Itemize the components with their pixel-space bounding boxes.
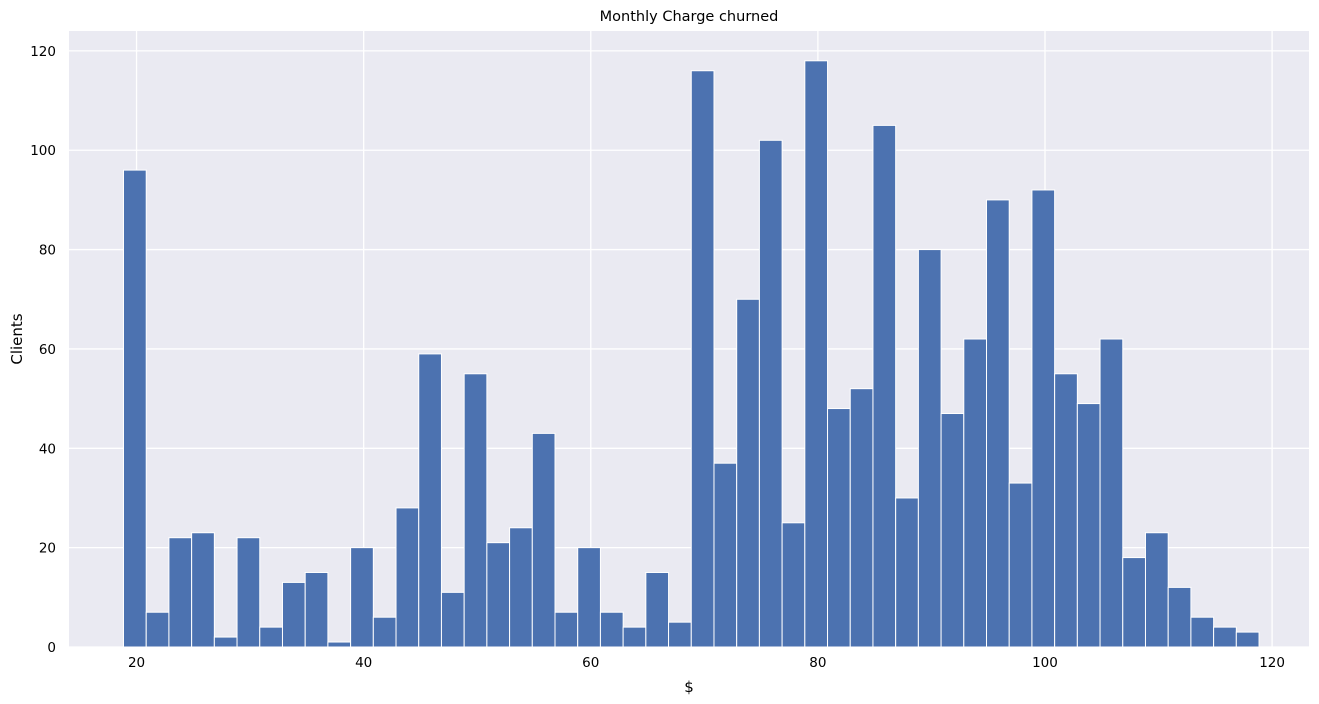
histogram-bar: [1144, 532, 1169, 648]
bars: [123, 60, 1260, 648]
x-tick-label: 40: [355, 655, 372, 671]
y-tick-label: 0: [47, 640, 56, 656]
histogram-bar: [1235, 631, 1260, 648]
histogram-bar: [736, 298, 760, 648]
y-tick-label: 80: [39, 243, 56, 259]
histogram-bar: [123, 169, 147, 648]
histogram-bar: [599, 611, 624, 648]
histogram-bar: [895, 497, 919, 648]
histogram-bar: [327, 641, 352, 648]
histogram-bar: [1099, 338, 1124, 648]
histogram-bar: [940, 413, 965, 648]
histogram-bar: [1054, 373, 1078, 648]
histogram-bar: [440, 591, 465, 648]
histogram-bar: [509, 527, 533, 648]
y-axis-label: Clients: [8, 313, 26, 364]
x-tick-label: 80: [809, 655, 826, 671]
y-tick-label: 120: [30, 44, 56, 60]
histogram-bar: [827, 408, 851, 648]
histogram-bar: [168, 537, 193, 648]
histogram-bar: [259, 626, 283, 648]
histogram-bar: [554, 611, 579, 648]
histogram-bar: [917, 249, 942, 648]
histogram-bar: [531, 432, 556, 648]
histogram-bar: [849, 388, 874, 648]
histogram-bar: [213, 636, 238, 648]
histogram-bar: [304, 571, 329, 648]
y-tick-label: 100: [30, 143, 56, 159]
histogram-bar: [418, 353, 442, 648]
histogram-bar: [372, 616, 397, 648]
x-tick-label: 60: [582, 655, 599, 671]
x-tick-label: 120: [1259, 655, 1285, 671]
histogram-bar: [395, 507, 420, 648]
histogram-bar: [236, 537, 261, 648]
y-tick-label: 60: [39, 342, 56, 358]
x-tick-label: 100: [1032, 655, 1058, 671]
histogram-bar: [758, 139, 783, 648]
histogram-bar: [986, 199, 1010, 648]
histogram-bar: [963, 338, 988, 648]
histogram-bar: [486, 542, 511, 648]
histogram-bar: [1167, 586, 1192, 648]
x-axis-label: $: [684, 678, 694, 696]
y-tick-label: 40: [39, 441, 56, 457]
histogram-bar: [804, 60, 829, 648]
histogram-bar: [1031, 189, 1056, 648]
histogram-bar: [690, 70, 715, 648]
histogram-bar: [1122, 557, 1146, 648]
histogram-bar: [577, 547, 601, 648]
x-tick-label: 20: [128, 655, 145, 671]
histogram-bar: [463, 373, 488, 648]
histogram-bar: [668, 621, 692, 648]
histogram-bar: [1008, 482, 1033, 648]
histogram-bar: [191, 532, 215, 648]
histogram-bar: [622, 626, 647, 648]
histogram-bar: [281, 581, 306, 648]
histogram-bar: [145, 611, 170, 648]
histogram-bar: [1076, 403, 1101, 648]
histogram-bar: [350, 547, 374, 648]
histogram-bar: [645, 571, 670, 648]
histogram-bar: [781, 522, 806, 648]
histogram-bar: [1213, 626, 1237, 648]
y-tick-label: 20: [39, 541, 56, 557]
histogram-bar: [1190, 616, 1215, 648]
histogram-bar: [713, 462, 738, 648]
tick-labels: 20 40 60 80 100 120 0 20 40 60 80 100 120: [30, 44, 1285, 671]
chart-title: Monthly Charge churned: [600, 9, 779, 25]
histogram-bar: [872, 124, 897, 648]
